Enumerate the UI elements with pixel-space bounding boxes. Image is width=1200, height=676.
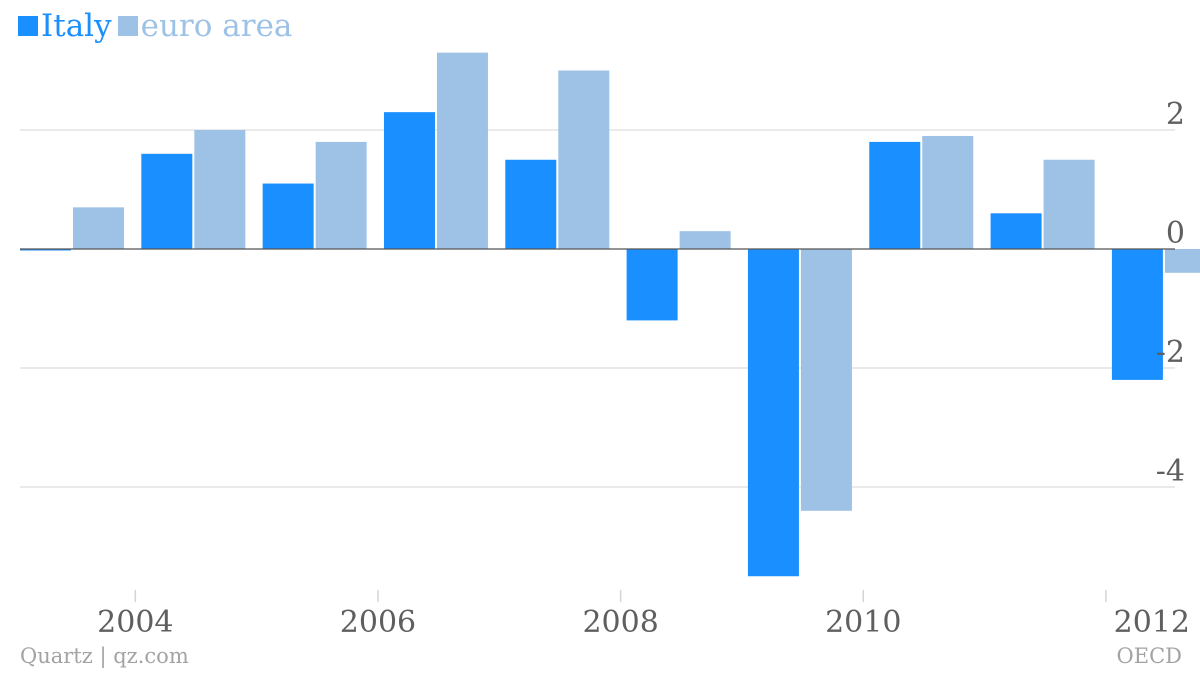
y-tick-label: 0 (1166, 216, 1185, 251)
y-tick-label: -4 (1156, 454, 1185, 489)
x-tick-label: 2006 (340, 605, 416, 640)
bar-euro-area (558, 70, 610, 249)
bar-italy (747, 249, 799, 577)
x-tick-label: 2012 (1114, 605, 1190, 640)
bar-euro-area (194, 130, 246, 249)
bar-euro-area (1164, 249, 1200, 273)
bar-euro-area (800, 249, 852, 511)
bar-euro-area (73, 207, 124, 249)
bar-euro-area (1043, 159, 1095, 249)
legend: Italy euro area (18, 6, 298, 46)
legend-label-italy: Italy (41, 8, 112, 44)
legend-swatch-italy (18, 16, 38, 36)
legend-item-italy: Italy (18, 6, 112, 46)
legend-swatch-euro-area (117, 16, 138, 36)
x-tick-label: 2010 (825, 605, 901, 640)
x-tick-label: 2008 (582, 605, 658, 640)
y-tick-label: -2 (1156, 335, 1185, 370)
footer-source: OECD (1116, 644, 1182, 668)
bar-italy (262, 183, 314, 249)
bar-italy (505, 159, 557, 249)
bar-italy (869, 141, 921, 249)
x-tick-label: 2004 (97, 605, 173, 640)
bar-italy (20, 249, 71, 251)
y-tick-label: 2 (1166, 97, 1185, 132)
footer-credit: Quartz | qz.com (20, 644, 189, 668)
bar-euro-area (315, 141, 367, 249)
bar-italy (383, 112, 435, 250)
bar-euro-area (679, 231, 731, 249)
bar-italy (990, 213, 1042, 249)
bar-italy (141, 153, 193, 249)
bar-italy (626, 249, 678, 321)
bar-italy (1111, 249, 1163, 380)
legend-item-euro-area: euro area (117, 6, 293, 46)
bar-euro-area (436, 52, 488, 250)
legend-label-euro-area: euro area (140, 8, 293, 44)
bar-euro-area (922, 135, 974, 249)
